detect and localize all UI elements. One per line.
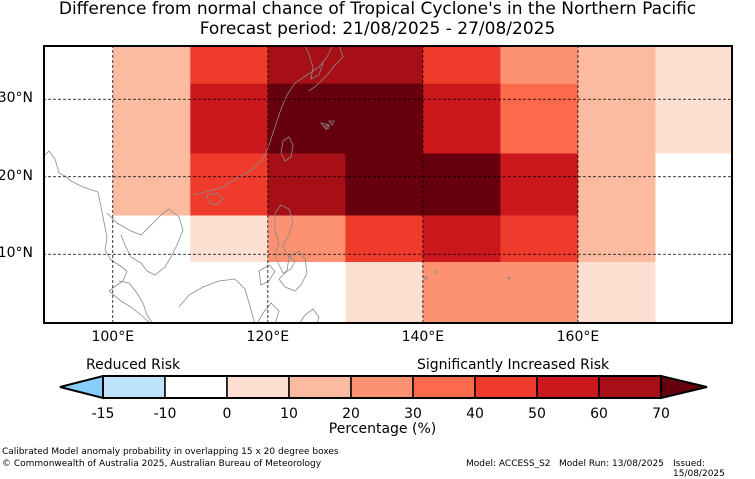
colorbar-segment <box>350 375 414 399</box>
colorbar-tick-label: 50 <box>528 406 546 422</box>
colorbar-tick-label: 10 <box>280 406 298 422</box>
risk-cell <box>43 45 114 85</box>
risk-cell <box>577 153 656 216</box>
risk-cell <box>500 262 579 324</box>
colorbar-tick-label: 60 <box>590 406 608 422</box>
risk-cell <box>500 83 579 154</box>
risk-cell <box>345 262 424 324</box>
colorbar-label: Percentage (%) <box>328 421 437 437</box>
colorbar-segment <box>474 375 538 399</box>
lat-label-10n: 10°N <box>0 245 33 262</box>
risk-cell <box>655 262 733 324</box>
colorbar-tick-label: 30 <box>404 406 422 422</box>
colorbar-tick-label: 40 <box>466 406 484 422</box>
colorbar-segment <box>536 375 600 399</box>
colorbar-over-arrow <box>660 374 708 400</box>
footer-note: Calibrated Model anomaly probability in … <box>2 447 339 457</box>
colorbar-tick-label: 0 <box>222 406 232 422</box>
lat-label-30n: 30°N <box>0 90 33 107</box>
risk-cell <box>500 215 579 263</box>
risk-cell <box>112 83 191 154</box>
colorbar-segment <box>598 375 662 399</box>
risk-cell <box>577 215 656 263</box>
tropical-cyclone-risk-map <box>43 45 733 324</box>
lon-label-140e: 140°E <box>401 329 445 345</box>
risk-cell <box>655 215 733 263</box>
risk-cell <box>267 45 346 85</box>
risk-cell <box>422 215 501 263</box>
risk-cell <box>112 45 191 85</box>
risk-cell <box>422 45 501 85</box>
colorbar-segment <box>288 375 352 399</box>
risk-cell <box>190 215 269 263</box>
risk-cell <box>577 262 656 324</box>
map-frame <box>43 45 733 324</box>
colorbar-tick-label: -10 <box>153 406 177 422</box>
risk-cell <box>577 83 656 154</box>
risk-cell <box>655 153 733 216</box>
risk-cell <box>577 45 656 85</box>
risk-cell <box>500 153 579 216</box>
footer-issued: Issued: 15/08/2025 <box>673 459 725 479</box>
footer-copyright: © Commonwealth of Australia 2025, Austra… <box>2 459 322 469</box>
colorbar <box>59 374 708 400</box>
colorbar-segment <box>412 375 476 399</box>
risk-cell <box>190 262 269 324</box>
risk-cell <box>112 153 191 216</box>
forecast-period: Forecast period: 21/08/2025 - 27/08/2025 <box>199 19 556 39</box>
footer-model: Model: ACCESS_S2 <box>466 459 551 469</box>
colorbar-segment <box>164 375 228 399</box>
lon-label-100e: 100°E <box>91 329 135 345</box>
risk-cell <box>43 215 114 263</box>
footer-model-run: Model Run: 13/08/2025 <box>559 459 664 469</box>
risk-cell <box>655 83 733 154</box>
colorbar-segment <box>226 375 290 399</box>
risk-cell <box>422 83 501 154</box>
colorbar-segment <box>102 375 166 399</box>
risk-cell <box>345 153 424 216</box>
lon-label-160e: 160°E <box>556 329 600 345</box>
risk-cell <box>345 83 424 154</box>
colorbar-tick-label: 20 <box>342 406 360 422</box>
risk-cell <box>112 262 191 324</box>
risk-cell <box>267 83 346 154</box>
risk-cell <box>422 153 501 216</box>
risk-cell <box>345 215 424 263</box>
risk-cell <box>43 262 114 324</box>
risk-cell <box>43 83 114 154</box>
risk-cell <box>500 45 579 85</box>
colorbar-tick-label: -15 <box>91 406 115 422</box>
graticule <box>43 45 733 324</box>
coastline <box>43 45 511 324</box>
map-title: Difference from normal chance of Tropica… <box>58 0 697 19</box>
colorbar-under-arrow <box>59 374 104 400</box>
lat-label-20n: 20°N <box>0 167 33 184</box>
risk-cell <box>190 45 269 85</box>
colorbar-tick-label: 70 <box>652 406 670 422</box>
risk-cell <box>190 153 269 216</box>
reduced-risk-label: Reduced Risk <box>86 357 181 373</box>
risk-cell <box>267 215 346 263</box>
increased-risk-label: Significantly Increased Risk <box>417 357 610 373</box>
risk-cell <box>655 45 733 85</box>
risk-cell <box>190 83 269 154</box>
lon-label-120e: 120°E <box>246 329 290 345</box>
risk-cell <box>345 45 424 85</box>
